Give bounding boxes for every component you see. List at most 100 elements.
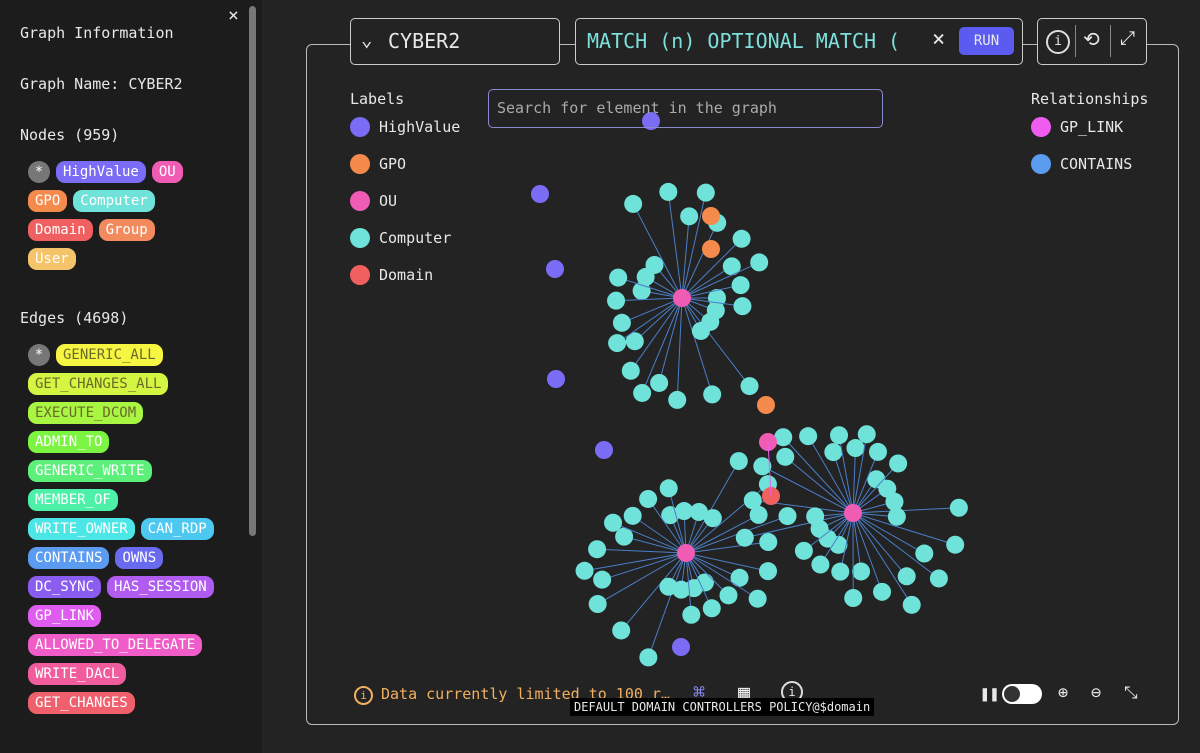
chip[interactable]: GET_CHANGES_ALL bbox=[28, 373, 169, 395]
node[interactable] bbox=[902, 595, 921, 614]
chip[interactable]: MEMBER_OF bbox=[28, 489, 118, 511]
node[interactable] bbox=[759, 533, 778, 552]
node[interactable] bbox=[830, 426, 849, 445]
node[interactable] bbox=[604, 513, 623, 532]
node[interactable] bbox=[621, 361, 640, 380]
node[interactable] bbox=[735, 528, 754, 547]
node[interactable] bbox=[929, 569, 948, 588]
node[interactable] bbox=[794, 541, 813, 560]
node[interactable] bbox=[624, 194, 643, 213]
chip[interactable]: User bbox=[28, 248, 76, 270]
node[interactable] bbox=[689, 502, 708, 521]
node[interactable] bbox=[949, 498, 968, 517]
chip[interactable]: WRITE_OWNER bbox=[28, 518, 135, 540]
chip[interactable]: Domain bbox=[28, 219, 93, 241]
node[interactable] bbox=[612, 621, 631, 640]
node[interactable] bbox=[588, 540, 607, 559]
node[interactable] bbox=[753, 457, 772, 476]
run-button[interactable]: RUN bbox=[959, 27, 1014, 55]
chip[interactable]: EXECUTE_DCOM bbox=[28, 402, 144, 424]
chip[interactable]: GENERIC_WRITE bbox=[28, 460, 152, 482]
chip[interactable]: OU bbox=[151, 161, 183, 183]
chip[interactable]: GP_LINK bbox=[28, 605, 102, 627]
node[interactable] bbox=[612, 313, 631, 332]
node[interactable] bbox=[645, 255, 664, 274]
chip[interactable]: WRITE_DACL bbox=[28, 663, 127, 685]
node[interactable] bbox=[659, 577, 678, 596]
node[interactable] bbox=[633, 383, 652, 402]
node[interactable] bbox=[852, 562, 871, 581]
node[interactable] bbox=[682, 605, 701, 624]
node[interactable] bbox=[625, 332, 644, 351]
node[interactable] bbox=[731, 276, 750, 295]
node[interactable] bbox=[740, 377, 759, 396]
node[interactable] bbox=[750, 253, 769, 272]
chip[interactable]: CAN_RDP bbox=[140, 518, 214, 540]
node[interactable] bbox=[799, 427, 818, 446]
node[interactable] bbox=[831, 562, 850, 581]
node[interactable] bbox=[607, 291, 626, 310]
chip[interactable]: * bbox=[28, 161, 50, 183]
node[interactable] bbox=[887, 507, 906, 526]
node[interactable] bbox=[811, 555, 830, 574]
search-box[interactable]: Search for element in the graph bbox=[488, 89, 883, 128]
node[interactable] bbox=[946, 535, 965, 554]
node[interactable] bbox=[719, 586, 738, 605]
chip[interactable]: HAS_SESSION bbox=[107, 576, 214, 598]
node[interactable] bbox=[575, 561, 594, 580]
node[interactable] bbox=[857, 425, 876, 444]
chip[interactable]: ADMIN_TO bbox=[28, 431, 110, 453]
node[interactable] bbox=[889, 454, 908, 473]
chip[interactable]: OWNS bbox=[115, 547, 164, 569]
chip[interactable]: Computer bbox=[73, 190, 155, 212]
node[interactable] bbox=[593, 570, 612, 589]
info-button[interactable]: i bbox=[1046, 30, 1070, 54]
close-button[interactable]: × bbox=[228, 5, 239, 26]
node[interactable] bbox=[696, 183, 715, 202]
node[interactable] bbox=[774, 428, 793, 447]
node[interactable] bbox=[844, 588, 863, 607]
node[interactable] bbox=[732, 229, 751, 248]
node[interactable] bbox=[778, 507, 797, 526]
node[interactable] bbox=[885, 492, 904, 511]
node[interactable] bbox=[675, 502, 694, 521]
node[interactable] bbox=[659, 479, 678, 498]
node[interactable] bbox=[733, 297, 752, 316]
toggle[interactable] bbox=[1002, 684, 1042, 704]
chip[interactable]: DC_SYNC bbox=[28, 576, 102, 598]
node[interactable] bbox=[659, 182, 678, 201]
node[interactable] bbox=[846, 439, 865, 458]
scrollbar[interactable] bbox=[249, 6, 256, 536]
node[interactable] bbox=[730, 568, 749, 587]
chip[interactable]: HighValue bbox=[56, 161, 146, 183]
node[interactable] bbox=[680, 207, 699, 226]
node[interactable] bbox=[776, 447, 795, 466]
node[interactable] bbox=[639, 648, 658, 667]
node[interactable] bbox=[869, 442, 888, 461]
chip[interactable]: ALLOWED_TO_DELEGATE bbox=[28, 634, 203, 656]
node[interactable] bbox=[650, 373, 669, 392]
node[interactable] bbox=[609, 268, 628, 287]
node[interactable] bbox=[588, 595, 607, 614]
node[interactable] bbox=[608, 334, 627, 353]
node[interactable] bbox=[703, 385, 722, 404]
node[interactable] bbox=[748, 589, 767, 608]
chip[interactable]: CONTAINS bbox=[28, 547, 110, 569]
chip[interactable]: GENERIC_ALL bbox=[56, 344, 163, 366]
node[interactable] bbox=[806, 507, 825, 526]
zoom-in-button[interactable]: ⊕ bbox=[1058, 683, 1069, 703]
chip[interactable]: GET_CHANGES bbox=[28, 692, 135, 714]
zoom-out-button[interactable]: ⊖ bbox=[1091, 683, 1102, 703]
node[interactable] bbox=[873, 582, 892, 601]
node[interactable] bbox=[759, 562, 778, 581]
node[interactable] bbox=[743, 491, 762, 510]
fit-button[interactable]: ⤡ bbox=[1124, 683, 1138, 703]
chip[interactable]: Group bbox=[98, 219, 155, 241]
node[interactable] bbox=[729, 452, 748, 471]
node[interactable] bbox=[702, 599, 721, 618]
pause-button[interactable]: ❚❚ bbox=[980, 684, 1000, 703]
node[interactable] bbox=[749, 505, 768, 524]
node[interactable] bbox=[668, 390, 687, 409]
node[interactable] bbox=[639, 489, 658, 508]
fullscreen-button[interactable]: ⤢ bbox=[1120, 27, 1136, 49]
